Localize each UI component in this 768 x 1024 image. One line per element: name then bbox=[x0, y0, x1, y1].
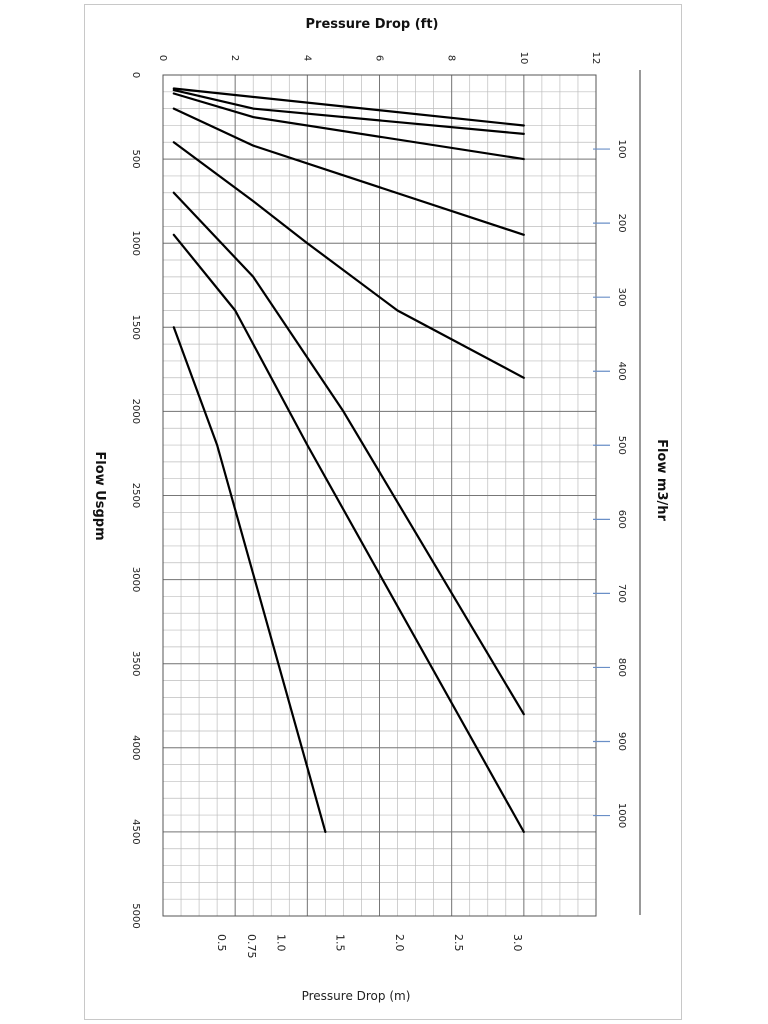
tick-label-pressure-ft: 0 bbox=[157, 55, 168, 61]
tick-label-flow-m3hr: 600 bbox=[616, 510, 627, 529]
pressure-m-ticks: 0.5 0.75 1.0 1.5 2.0 2.5 3.0 bbox=[215, 934, 524, 959]
tick-label-pressure-ft: 2 bbox=[229, 55, 240, 61]
tick-label-pressure-m: 2.5 bbox=[452, 934, 465, 952]
tick-label-flow-gpm: 1000 bbox=[130, 230, 141, 255]
axis-label-flow-m3hr: Flow m3/hr bbox=[654, 439, 669, 521]
series-line-6 bbox=[172, 191, 525, 716]
series-line-1 bbox=[172, 87, 525, 127]
tick-label-pressure-m: 1.0 bbox=[274, 934, 287, 952]
tick-label-pressure-m: 1.5 bbox=[334, 934, 347, 952]
flow-m3hr-ticks: 100 200 300 400 500 600 700 800 900 1000 bbox=[593, 140, 627, 828]
tick-label-pressure-m: 0.5 bbox=[215, 934, 228, 952]
axis-label-flow-usgpm: Flow Usgpm bbox=[92, 451, 107, 540]
series-line-5 bbox=[172, 141, 525, 379]
tick-label-pressure-ft: 12 bbox=[590, 52, 601, 65]
tick-label-flow-m3hr: 500 bbox=[616, 436, 627, 455]
tick-label-flow-gpm: 2500 bbox=[130, 483, 141, 508]
pressure-ft-ticks: 0 2 4 6 8 10 12 bbox=[157, 52, 601, 65]
tick-label-pressure-m: 2.0 bbox=[393, 934, 406, 952]
flow-gpm-ticks: 0 500 1000 1500 2000 2500 3000 3500 4000 4500 5000 bbox=[130, 72, 141, 929]
series-line-3 bbox=[172, 92, 525, 161]
tick-label-pressure-ft: 6 bbox=[374, 55, 385, 61]
tick-label-flow-m3hr: 700 bbox=[616, 584, 627, 603]
tick-label-flow-m3hr: 1000 bbox=[616, 803, 627, 828]
tick-label-flow-gpm: 500 bbox=[130, 150, 141, 169]
series-line-2 bbox=[172, 89, 525, 135]
series-line-7 bbox=[172, 233, 525, 833]
tick-label-flow-gpm: 2000 bbox=[130, 399, 141, 424]
series-line-4 bbox=[172, 107, 525, 236]
major-grid bbox=[163, 75, 596, 916]
tick-label-flow-gpm: 3500 bbox=[130, 651, 141, 676]
chart-title-pressure-ft: Pressure Drop (ft) bbox=[306, 17, 439, 32]
tick-label-pressure-m: 3.0 bbox=[511, 934, 524, 952]
tick-label-flow-gpm: 1500 bbox=[130, 315, 141, 340]
tick-label-pressure-ft: 10 bbox=[518, 52, 529, 65]
tick-label-flow-m3hr: 200 bbox=[616, 214, 627, 233]
tick-label-flow-gpm: 4000 bbox=[130, 735, 141, 760]
tick-label-flow-m3hr: 900 bbox=[616, 732, 627, 751]
plot-area-border bbox=[162, 74, 597, 917]
tick-label-pressure-m: 0.75 bbox=[245, 934, 258, 959]
tick-label-flow-gpm: 0 bbox=[130, 72, 141, 78]
tick-label-flow-m3hr: 100 bbox=[616, 140, 627, 159]
tick-label-flow-gpm: 4500 bbox=[130, 819, 141, 844]
tick-label-flow-m3hr: 800 bbox=[616, 658, 627, 677]
series-layer bbox=[172, 87, 525, 833]
tick-label-flow-gpm: 5000 bbox=[130, 903, 141, 928]
tick-label-flow-m3hr: 400 bbox=[616, 362, 627, 381]
axis-label-pressure-m: Pressure Drop (m) bbox=[302, 989, 411, 1003]
tick-label-pressure-ft: 8 bbox=[446, 55, 457, 61]
tick-label-flow-gpm: 3000 bbox=[130, 567, 141, 592]
chart-frame bbox=[84, 4, 682, 1020]
tick-label-flow-m3hr: 300 bbox=[616, 288, 627, 307]
series-line-8 bbox=[172, 326, 327, 833]
tick-label-pressure-ft: 4 bbox=[301, 55, 312, 61]
